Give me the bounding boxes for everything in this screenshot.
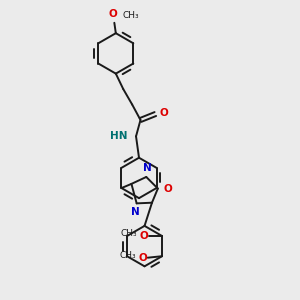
Text: O: O [163,184,172,194]
Text: HN: HN [110,131,127,141]
Text: O: O [109,9,117,19]
Text: N: N [143,164,152,173]
Text: CH₃: CH₃ [121,229,137,238]
Text: O: O [138,253,147,263]
Text: CH₃: CH₃ [120,251,136,260]
Text: CH₃: CH₃ [123,11,139,20]
Text: O: O [159,108,168,118]
Text: O: O [139,231,148,241]
Text: N: N [131,207,140,217]
